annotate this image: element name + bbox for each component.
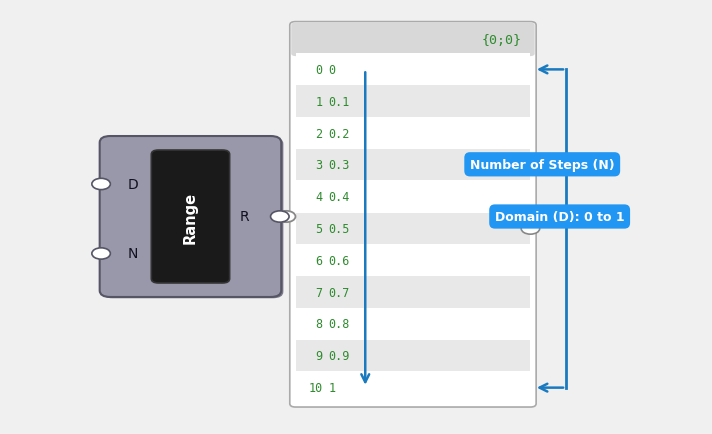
Text: 0.2: 0.2 (328, 127, 350, 140)
Bar (296, 54, 530, 85)
Bar (296, 213, 530, 244)
Text: 0.3: 0.3 (328, 159, 350, 172)
Text: N: N (127, 247, 138, 261)
Text: 8: 8 (315, 318, 323, 331)
Bar (296, 86, 530, 118)
Bar (296, 372, 530, 403)
Text: Range: Range (183, 191, 198, 243)
Text: 0.5: 0.5 (328, 223, 350, 236)
Text: 10: 10 (308, 381, 323, 394)
Text: 3: 3 (315, 159, 323, 172)
Circle shape (277, 211, 295, 223)
Circle shape (92, 179, 110, 190)
FancyBboxPatch shape (100, 137, 281, 297)
Text: {0;0}: {0;0} (482, 34, 522, 47)
FancyBboxPatch shape (151, 151, 229, 283)
Text: 1: 1 (328, 381, 335, 394)
Text: 0.9: 0.9 (328, 349, 350, 362)
Bar (296, 276, 530, 308)
FancyBboxPatch shape (102, 138, 283, 299)
Bar (296, 245, 530, 276)
Text: 0.1: 0.1 (328, 95, 350, 108)
FancyBboxPatch shape (290, 23, 536, 407)
Text: 0: 0 (315, 64, 323, 77)
Text: Number of Steps (N): Number of Steps (N) (470, 158, 614, 171)
Text: 1: 1 (315, 95, 323, 108)
Bar (296, 181, 530, 213)
Text: 4: 4 (315, 191, 323, 204)
Bar (296, 309, 530, 340)
Text: R: R (240, 210, 250, 224)
Circle shape (521, 224, 540, 235)
Text: 5: 5 (315, 223, 323, 236)
Bar (296, 118, 530, 149)
Circle shape (92, 248, 110, 260)
Text: Domain (D): 0 to 1: Domain (D): 0 to 1 (495, 210, 624, 224)
Text: 0.6: 0.6 (328, 254, 350, 267)
Text: D: D (127, 178, 138, 191)
FancyBboxPatch shape (291, 23, 535, 57)
Text: 6: 6 (315, 254, 323, 267)
Text: 2: 2 (315, 127, 323, 140)
Circle shape (271, 211, 289, 223)
Text: 0.8: 0.8 (328, 318, 350, 331)
Text: 0: 0 (328, 64, 335, 77)
Bar (296, 340, 530, 372)
Text: 7: 7 (315, 286, 323, 299)
Text: 0.7: 0.7 (328, 286, 350, 299)
Text: 9: 9 (315, 349, 323, 362)
Bar (296, 150, 530, 181)
Text: 0.4: 0.4 (328, 191, 350, 204)
